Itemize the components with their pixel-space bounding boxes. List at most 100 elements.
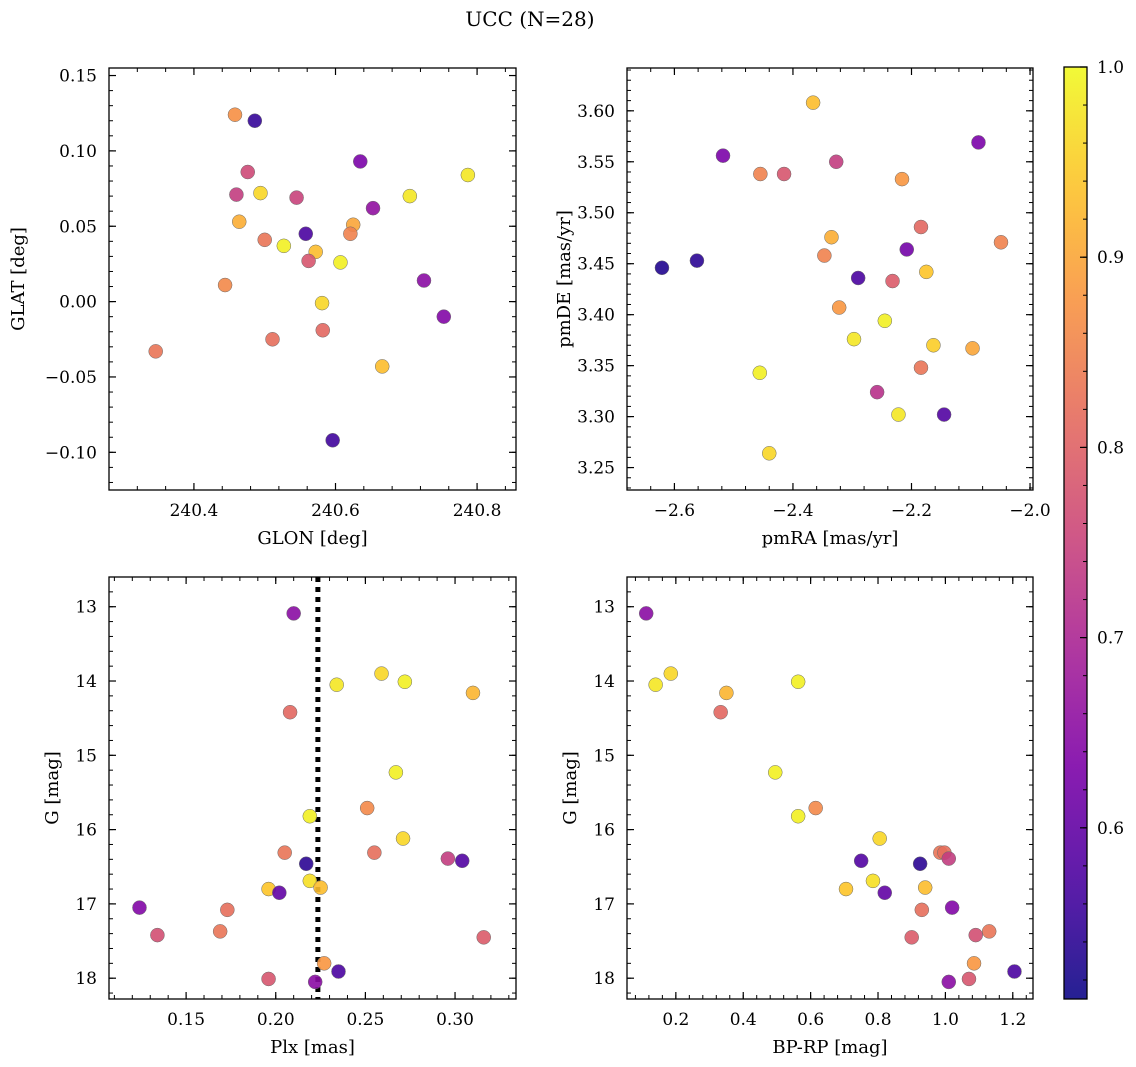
y-tick-label: 3.30 xyxy=(577,408,615,428)
scatter-point xyxy=(885,273,900,289)
y-tick-label: 17 xyxy=(75,895,97,915)
y-tick-label: 15 xyxy=(593,746,615,766)
y-tick-label: 3.35 xyxy=(577,357,615,377)
colorbar-frame xyxy=(1063,66,1088,1000)
scatter-points xyxy=(148,107,476,448)
panel-glon-glat: 240.4 240.6 240.8 −0.10 −0.05 0.00 0.05 0.10 0.1… xyxy=(8,67,517,549)
scatter-point xyxy=(1007,964,1022,979)
scatter-point xyxy=(899,242,915,257)
x-tick-label: −2.0 xyxy=(1009,501,1050,521)
scatter-point xyxy=(253,185,268,201)
x-tick-label: 0.2 xyxy=(662,1010,689,1030)
x-tick-label: 0.30 xyxy=(436,1010,474,1030)
y-tick-label: 0.00 xyxy=(59,293,97,313)
x-tick-label: −2.4 xyxy=(772,501,813,521)
scatter-point xyxy=(397,674,413,690)
scatter-point xyxy=(808,800,823,816)
colorbar-tick-label: 1.0 xyxy=(1097,58,1124,78)
scatter-point xyxy=(217,277,233,293)
scatter-point xyxy=(313,880,328,895)
scatter-point xyxy=(388,765,404,780)
scatter-point xyxy=(302,808,318,824)
y-axis-label: GLAT [deg] xyxy=(8,227,29,331)
scatter-point xyxy=(276,238,292,254)
scatter-point xyxy=(914,902,930,918)
colorbar-gradient xyxy=(1064,67,1087,999)
panel-bprp-g: 0.2 0.4 0.6 0.8 1.0 1.2 13 14 15 16 17 18 BP-RP [mag… xyxy=(560,576,1034,1058)
y-tick-label: 0.15 xyxy=(59,67,97,87)
scatter-point xyxy=(936,407,952,422)
figure-title: UCC (N=28) xyxy=(465,7,594,31)
scatter-point xyxy=(343,226,358,242)
colorbar-tick-label: 0.7 xyxy=(1097,629,1124,649)
y-tick-label: 3.55 xyxy=(577,153,615,173)
y-tick-label: 13 xyxy=(593,598,615,618)
scatter-point xyxy=(776,166,792,182)
scatter-point xyxy=(212,924,228,939)
scatter-point xyxy=(298,856,314,872)
scatter-point xyxy=(817,248,832,263)
scatter-point xyxy=(752,365,768,381)
scatter-point xyxy=(460,167,476,183)
scatter-point xyxy=(853,853,869,869)
scatter-point xyxy=(713,704,728,720)
y-tick-label: 3.60 xyxy=(577,102,615,122)
scatter-point xyxy=(325,433,340,448)
scatter-point xyxy=(454,853,470,869)
scatter-point xyxy=(926,338,941,353)
scatter-point xyxy=(638,606,654,621)
scatter-points xyxy=(638,606,1022,990)
axes-frame xyxy=(626,576,1034,1000)
y-tick-label: 3.50 xyxy=(577,204,615,224)
scatter-point xyxy=(353,154,368,169)
x-tick-label: 240.6 xyxy=(311,501,360,521)
scatter-point xyxy=(247,113,263,128)
x-tick-label: 0.20 xyxy=(257,1010,295,1030)
colorbar-tick-label: 0.9 xyxy=(1097,248,1124,268)
x-axis-label: Plx [mas] xyxy=(270,1037,355,1058)
scatter-point xyxy=(790,808,806,824)
scatter-point xyxy=(231,214,247,229)
x-axis-label: BP-RP [mag] xyxy=(772,1037,887,1058)
scatter-point xyxy=(272,885,287,901)
panel-plx-g: 0.15 0.20 0.25 0.30 13 14 15 16 17 18 Plx [mas] G [… xyxy=(42,576,517,1058)
scatter-point xyxy=(440,851,456,866)
y-axis-label: G [mag] xyxy=(560,751,581,824)
y-tick-label: −0.10 xyxy=(45,443,97,463)
scatter-point xyxy=(374,666,389,681)
axes-frame xyxy=(108,576,517,1000)
scatter-point xyxy=(265,332,280,347)
scatter-points xyxy=(132,606,491,990)
scatter-point xyxy=(132,900,147,915)
y-tick-label: 0.10 xyxy=(59,142,97,162)
scatter-point xyxy=(993,235,1009,250)
scatter-point xyxy=(719,685,734,701)
scatter-point xyxy=(302,873,318,889)
colorbar-tick-label: 0.6 xyxy=(1097,819,1124,839)
scatter-point xyxy=(838,881,854,897)
scatter-point xyxy=(904,930,919,945)
scatter-point xyxy=(913,219,929,235)
scatter-point xyxy=(912,856,928,872)
scatter-point xyxy=(648,677,663,692)
minor-ticks xyxy=(109,68,516,490)
scatter-point xyxy=(331,964,346,979)
x-tick-label: −2.2 xyxy=(891,501,932,521)
scatter-point xyxy=(298,226,314,242)
x-tick-label: 240.4 xyxy=(170,501,219,521)
scatter-point xyxy=(277,845,292,860)
scatter-point xyxy=(240,164,255,180)
scatter-point xyxy=(846,331,862,347)
y-tick-label: 16 xyxy=(75,821,97,841)
scatter-point xyxy=(877,313,893,329)
scatter-point xyxy=(301,253,316,269)
scatter-point xyxy=(828,154,844,170)
scatter-point xyxy=(965,341,980,356)
scatter-point xyxy=(919,264,934,280)
panel-pmra-pmde: −2.6 −2.4 −2.2 −2.0 3.25 3.30 3.35 3.40 3.45 3.50… xyxy=(554,67,1051,549)
scatter-point xyxy=(753,166,768,182)
y-tick-label: 16 xyxy=(593,821,615,841)
scatter-point xyxy=(257,232,272,248)
scatter-point xyxy=(877,885,893,901)
